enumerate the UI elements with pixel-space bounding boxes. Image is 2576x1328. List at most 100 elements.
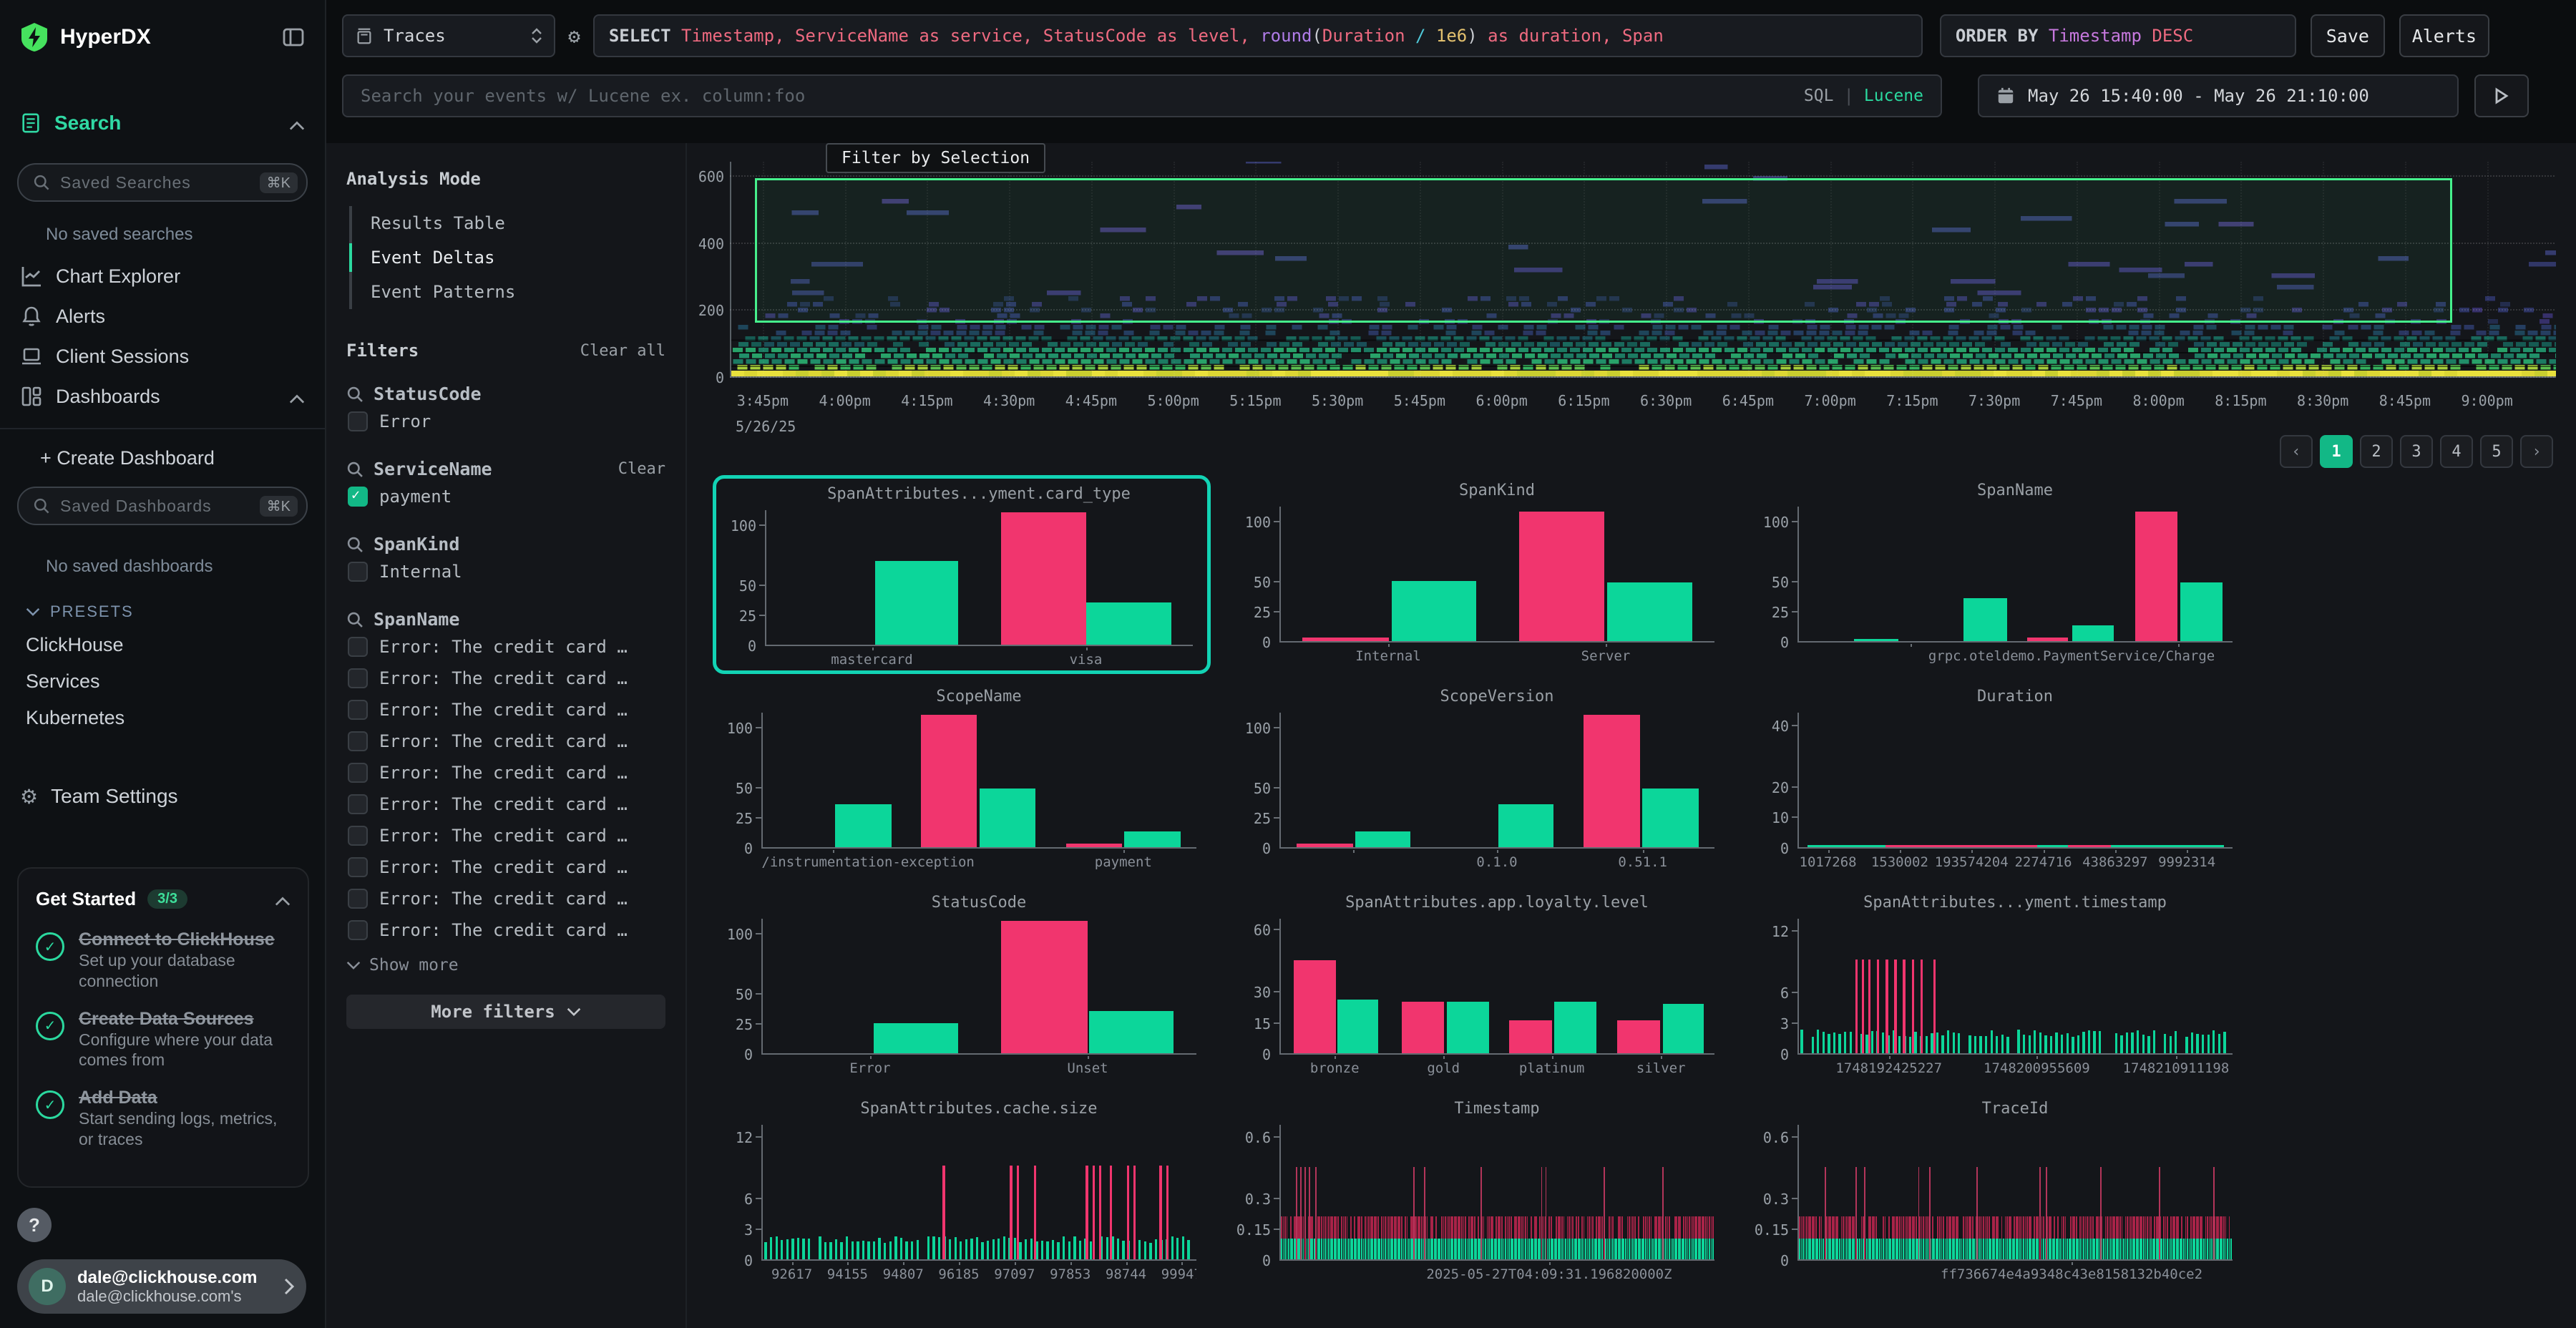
sidebar-item-chart-explorer[interactable]: Chart Explorer bbox=[0, 256, 325, 296]
minichart-spankind[interactable]: SpanKind 0 25 50 100 Internal Server bbox=[1231, 475, 1729, 674]
minichart-spanname[interactable]: SpanName 0 25 50 100 grpc.oteldemo.PaymentSer… bbox=[1749, 475, 2247, 674]
filter-option[interactable]: Error: The credit card … bbox=[346, 664, 665, 693]
chevron-up-icon[interactable] bbox=[275, 886, 291, 912]
pagination-page-2[interactable]: 2 bbox=[2360, 435, 2393, 468]
filter-option[interactable]: Error: The credit card … bbox=[346, 790, 665, 819]
saved-searches-input[interactable]: Saved Searches ⌘K bbox=[17, 163, 308, 202]
bar-inlier bbox=[1657, 1239, 1659, 1259]
minichart-duration[interactable]: Duration 0 10 20 40 1017268 1530002 193574204 22… bbox=[1749, 681, 2247, 880]
filter-option[interactable]: Error: The credit card … bbox=[346, 758, 665, 787]
sidebar-item-search[interactable]: Search bbox=[0, 103, 325, 143]
bar-outlier bbox=[2043, 1216, 2044, 1239]
bar-inlier bbox=[1308, 1239, 1309, 1259]
sidebar-item-dashboards[interactable]: Dashboards bbox=[0, 376, 325, 416]
alerts-button[interactable]: Alerts bbox=[2399, 14, 2489, 57]
bar-inlier bbox=[1138, 1240, 1141, 1259]
get-started-step-add-data[interactable]: ✓ Add Data Start sending logs, metrics, … bbox=[36, 1088, 291, 1150]
lang-toggle-lucene[interactable]: Lucene bbox=[1863, 87, 1923, 105]
source-select[interactable]: Traces bbox=[342, 14, 555, 57]
show-more-link[interactable]: Show more bbox=[346, 956, 665, 975]
sql-select-editor[interactable]: SELECT Timestamp, ServiceName as service… bbox=[592, 14, 1923, 57]
filter-option[interactable]: Error: The credit card … bbox=[346, 821, 665, 850]
checkbox[interactable] bbox=[348, 763, 368, 783]
minichart-spanattributes-yment-card-type[interactable]: SpanAttributes...yment.card_type 0 25 50 100… bbox=[713, 475, 1211, 674]
sidebar-item-team-settings[interactable]: ⚙ Team Settings bbox=[0, 776, 325, 816]
bar-inlier bbox=[1868, 1239, 1870, 1259]
y-tick: 50 bbox=[1253, 574, 1271, 592]
bar-inlier bbox=[1986, 1239, 1988, 1259]
get-started-step-connect[interactable]: ✓ Connect to ClickHouse Set up your data… bbox=[36, 929, 291, 992]
events-heatmap[interactable] bbox=[730, 159, 2576, 378]
source-settings-gear-icon[interactable]: ⚙ bbox=[568, 24, 580, 48]
y-tick: 50 bbox=[735, 780, 753, 798]
minichart-timestamp[interactable]: Timestamp 0 0.15 0.3 0.6 2025-05-27T04:09:31.… bbox=[1231, 1093, 1729, 1292]
checkbox[interactable] bbox=[348, 411, 368, 431]
filter-option[interactable]: payment bbox=[346, 482, 665, 511]
save-button[interactable]: Save bbox=[2310, 14, 2385, 57]
filter-group-clear[interactable]: Clear bbox=[618, 460, 665, 478]
preset-kubernetes[interactable]: Kubernetes bbox=[26, 707, 125, 728]
analysis-mode-results-table[interactable]: Results Table bbox=[371, 213, 505, 233]
checkbox[interactable] bbox=[348, 486, 368, 507]
preset-services[interactable]: Services bbox=[26, 670, 100, 692]
pagination-page-1[interactable]: 1 bbox=[2320, 435, 2353, 468]
minichart-statuscode[interactable]: StatusCode 0 25 50 100 Error Unset bbox=[713, 887, 1211, 1086]
minichart-spanattributes-app-loyalty-level[interactable]: SpanAttributes.app.loyalty.level 0 15 30 60 b… bbox=[1231, 887, 1729, 1086]
lang-toggle-sql[interactable]: SQL bbox=[1803, 87, 1834, 105]
filter-option[interactable]: Error: The credit card … bbox=[346, 633, 665, 661]
checkbox[interactable] bbox=[348, 700, 368, 720]
filter-option[interactable]: Error: The credit card … bbox=[346, 695, 665, 724]
saved-dashboards-input[interactable]: Saved Dashboards ⌘K bbox=[17, 487, 308, 525]
help-button[interactable]: ? bbox=[17, 1208, 52, 1242]
pagination-prev[interactable]: ‹ bbox=[2280, 435, 2313, 468]
filter-option[interactable]: Error bbox=[346, 407, 665, 436]
checkbox[interactable] bbox=[348, 562, 368, 582]
presets-toggle[interactable]: PRESETS bbox=[0, 588, 325, 627]
minichart-scopeversion[interactable]: ScopeVersion 0 25 50 100 0.1.0 0.51.1 bbox=[1231, 681, 1729, 880]
run-query-button[interactable] bbox=[2474, 74, 2529, 117]
filter-option[interactable]: Error: The credit card … bbox=[346, 916, 665, 944]
bar-outlier bbox=[2034, 1216, 2036, 1239]
sidebar-item-alerts[interactable]: Alerts bbox=[0, 296, 325, 336]
pagination-page-4[interactable]: 4 bbox=[2440, 435, 2473, 468]
bar-inlier bbox=[1570, 1239, 1572, 1259]
minichart-scopename[interactable]: ScopeName02550100@hyperdx/instrumentatio… bbox=[713, 681, 1211, 880]
checkbox[interactable] bbox=[348, 889, 368, 909]
pagination-next[interactable]: › bbox=[2520, 435, 2553, 468]
clear-all-link[interactable]: Clear all bbox=[580, 341, 665, 360]
lucene-search-input[interactable]: Search your events w/ Lucene ex. column:… bbox=[342, 74, 1942, 117]
user-menu[interactable]: D dale@clickhouse.com dale@clickhouse.co… bbox=[17, 1259, 306, 1314]
filter-option[interactable]: Internal bbox=[346, 557, 665, 586]
create-dashboard-button[interactable]: + Create Dashboard bbox=[0, 438, 325, 478]
filter-option[interactable]: Error: The credit card … bbox=[346, 884, 665, 913]
checkbox[interactable] bbox=[348, 857, 368, 877]
checkbox[interactable] bbox=[348, 637, 368, 657]
minichart-traceid[interactable]: TraceId 0 0.15 0.3 0.6 ff736674e4a9348c43e815… bbox=[1749, 1093, 2247, 1292]
pagination-page-3[interactable]: 3 bbox=[2400, 435, 2433, 468]
heatmap-selection-region[interactable] bbox=[755, 177, 2452, 323]
order-by-editor[interactable]: ORDER BY Timestamp DESC bbox=[1939, 14, 2296, 57]
sidebar-item-client-sessions[interactable]: Client Sessions bbox=[0, 336, 325, 376]
date-range-picker[interactable]: May 26 15:40:00 - May 26 21:10:00 bbox=[1978, 74, 2459, 117]
checkbox[interactable] bbox=[348, 668, 368, 688]
pagination-page-5[interactable]: 5 bbox=[2480, 435, 2513, 468]
filter-option[interactable]: Error: The credit card … bbox=[346, 727, 665, 756]
preset-clickhouse[interactable]: ClickHouse bbox=[26, 634, 124, 655]
filter-option[interactable]: Error: The credit card … bbox=[346, 853, 665, 882]
get-started-step-sources[interactable]: ✓ Create Data Sources Configure where yo… bbox=[36, 1009, 291, 1071]
more-filters-button[interactable]: More filters bbox=[346, 995, 665, 1029]
x-tick-label: 1530002 bbox=[1870, 854, 1928, 870]
analysis-mode-event-deltas[interactable]: Event Deltas bbox=[349, 240, 665, 275]
collapse-sidebar-icon[interactable] bbox=[282, 26, 305, 49]
checkbox[interactable] bbox=[348, 826, 368, 846]
minichart-spanattributes-yment-timestamp[interactable]: SpanAttributes...yment.timestamp 0 3 6 12 174… bbox=[1749, 887, 2247, 1086]
bar-inlier bbox=[1171, 1236, 1174, 1259]
bar-inlier bbox=[1046, 1241, 1049, 1259]
minichart-spanattributes-cache-size[interactable]: SpanAttributes.cache.size 0 3 6 12 92617 94155… bbox=[713, 1093, 1211, 1292]
checkbox[interactable] bbox=[348, 731, 368, 751]
checkbox[interactable] bbox=[348, 920, 368, 940]
bar-inlier bbox=[2120, 1035, 2123, 1053]
checkbox[interactable] bbox=[348, 794, 368, 814]
filter-by-selection-button[interactable]: Filter by Selection bbox=[826, 143, 1046, 173]
analysis-mode-event-patterns[interactable]: Event Patterns bbox=[371, 282, 516, 302]
